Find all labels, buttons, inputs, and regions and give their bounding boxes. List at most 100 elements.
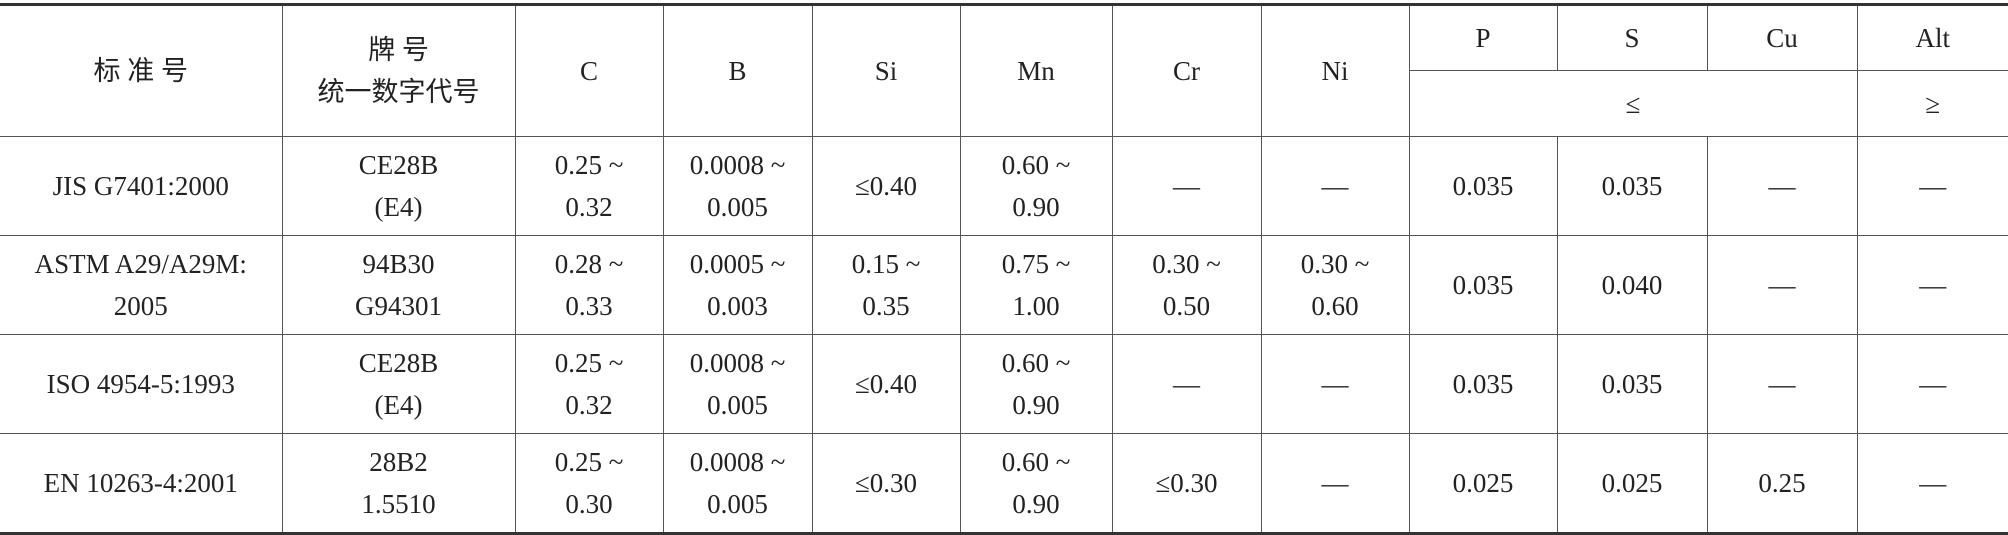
cell-line: 94B30	[283, 243, 515, 285]
data-cell: 0.040	[1557, 236, 1707, 335]
data-cell: —	[1261, 137, 1409, 236]
cell-line: Cr	[1113, 50, 1261, 92]
data-cell: EN 10263-4:2001	[0, 434, 282, 534]
data-cell: 0.035	[1557, 335, 1707, 434]
header-cell: Ni	[1261, 5, 1409, 137]
cell-line: 0.32	[516, 186, 663, 228]
data-cell: 0.0008 ~0.005	[663, 434, 812, 534]
data-cell: JIS G7401:2000	[0, 137, 282, 236]
cell-line: ≤0.40	[813, 165, 960, 207]
cell-line: 0.60 ~	[961, 342, 1112, 384]
cell-line: ≤0.40	[813, 363, 960, 405]
cell-line: EN 10263-4:2001	[0, 462, 282, 504]
data-cell: 0.60 ~0.90	[960, 137, 1112, 236]
cell-line: 0.30 ~	[1262, 243, 1409, 285]
data-cell: 0.60 ~0.90	[960, 335, 1112, 434]
cell-line: 0.90	[961, 384, 1112, 426]
cell-line: —	[1858, 165, 2008, 207]
cell-line: 0.60 ~	[961, 441, 1112, 483]
cell-line: 28B2	[283, 441, 515, 483]
cell-line: JIS G7401:2000	[0, 165, 282, 207]
data-cell: 0.25	[1707, 434, 1857, 534]
cell-line: 0.005	[664, 483, 812, 525]
data-cell: 0.15 ~0.35	[812, 236, 960, 335]
data-cell: CE28B(E4)	[282, 335, 515, 434]
cell-line: ASTM A29/A29M:	[0, 243, 282, 285]
data-cell: —	[1112, 137, 1261, 236]
data-cell: —	[1261, 335, 1409, 434]
cell-line: 0.33	[516, 285, 663, 327]
cell-line: 0.28 ~	[516, 243, 663, 285]
data-cell: 0.25 ~0.32	[515, 335, 663, 434]
data-cell: 0.0008 ~0.005	[663, 335, 812, 434]
cell-line: —	[1262, 462, 1409, 504]
cell-line: 0.50	[1113, 285, 1261, 327]
cell-line: 0.35	[813, 285, 960, 327]
data-cell: ≤0.40	[812, 335, 960, 434]
cell-line: 0.32	[516, 384, 663, 426]
cell-line: CE28B	[283, 342, 515, 384]
data-cell: —	[1857, 236, 2008, 335]
cell-line: 0.005	[664, 384, 812, 426]
cell-line: (E4)	[283, 186, 515, 228]
cell-line: 0.0008 ~	[664, 144, 812, 186]
cell-line: 0.25 ~	[516, 441, 663, 483]
cell-line: Si	[813, 50, 960, 92]
cell-line: 牌 号	[283, 29, 515, 71]
header-cell: Mn	[960, 5, 1112, 137]
cell-line: —	[1858, 363, 2008, 405]
cell-line: 0.90	[961, 186, 1112, 228]
cell-line: 0.60 ~	[961, 144, 1112, 186]
data-cell: CE28B(E4)	[282, 137, 515, 236]
data-cell: —	[1707, 335, 1857, 434]
cell-line: 1.00	[961, 285, 1112, 327]
data-cell: ASTM A29/A29M:2005	[0, 236, 282, 335]
header-cell: ≥	[1857, 71, 2008, 137]
cell-line: 0.025	[1558, 462, 1707, 504]
cell-line: ≤0.30	[1113, 462, 1261, 504]
cell-line: 0.60	[1262, 285, 1409, 327]
cell-line: 0.025	[1410, 462, 1557, 504]
data-cell: ≤0.40	[812, 137, 960, 236]
data-cell: ≤0.30	[1112, 434, 1261, 534]
cell-line: Ni	[1262, 50, 1409, 92]
cell-line: 0.75 ~	[961, 243, 1112, 285]
header-cell: B	[663, 5, 812, 137]
cell-line: —	[1113, 165, 1261, 207]
cell-line: 0.0008 ~	[664, 441, 812, 483]
cell-line: 0.040	[1558, 264, 1707, 306]
cell-line: B	[664, 50, 812, 92]
cell-line: 0.035	[1410, 264, 1557, 306]
cell-line: 0.035	[1410, 165, 1557, 207]
cell-line: 0.0005 ~	[664, 243, 812, 285]
cell-line: 2005	[0, 285, 282, 327]
cell-line: 0.035	[1558, 363, 1707, 405]
cell-line: (E4)	[283, 384, 515, 426]
data-cell: 0.25 ~0.32	[515, 137, 663, 236]
header-cell: S	[1557, 5, 1707, 71]
cell-line: —	[1708, 264, 1857, 306]
cell-line: ≤0.30	[813, 462, 960, 504]
cell-line: —	[1858, 462, 2008, 504]
header-cell: Cr	[1112, 5, 1261, 137]
data-cell: —	[1261, 434, 1409, 534]
cell-line: 0.30 ~	[1113, 243, 1261, 285]
header-cell: Cu	[1707, 5, 1857, 71]
cell-line: —	[1708, 165, 1857, 207]
cell-line: 0.90	[961, 483, 1112, 525]
header-cell: 牌 号统一数字代号	[282, 5, 515, 137]
cell-line: —	[1113, 363, 1261, 405]
data-cell: 0.30 ~0.60	[1261, 236, 1409, 335]
data-cell: 0.0005 ~0.003	[663, 236, 812, 335]
cell-line: 0.005	[664, 186, 812, 228]
data-cell: 0.30 ~0.50	[1112, 236, 1261, 335]
cell-line: 0.003	[664, 285, 812, 327]
